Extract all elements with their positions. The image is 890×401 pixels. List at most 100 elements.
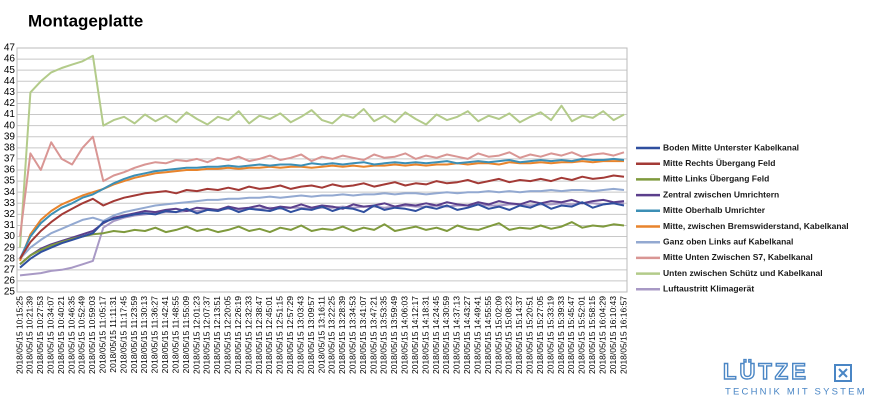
x-tick-label: 2018/05/15 14:37:13 <box>452 296 462 374</box>
legend-label: Mitte Rechts Übergang Feld <box>663 158 775 168</box>
x-tick-label: 2018/05/15 12:57:29 <box>285 296 295 374</box>
x-tick-label: 2018/05/15 10:21:39 <box>25 296 35 374</box>
y-tick-label: 26 <box>4 276 16 287</box>
x-tick-label: 2018/05/15 16:16:57 <box>618 296 628 374</box>
y-tick-label: 39 <box>4 131 16 142</box>
y-tick-label: 36 <box>4 165 16 176</box>
x-tick-label: 2018/05/15 12:45:01 <box>264 296 274 374</box>
x-tick-label: 2018/05/15 11:42:41 <box>160 296 170 374</box>
x-tick-label: 2018/05/15 15:45:47 <box>566 296 576 374</box>
x-tick-label: 2018/05/15 13:53:35 <box>379 296 389 374</box>
x-tick-label: 2018/05/15 10:59:03 <box>87 296 97 374</box>
y-tick-label: 46 <box>4 54 16 65</box>
x-tick-label: 2018/05/15 14:43:27 <box>462 296 472 374</box>
y-tick-label: 40 <box>4 120 16 131</box>
y-tick-label: 25 <box>4 287 16 298</box>
series-line <box>19 202 624 277</box>
legend-label: Mitte Unten Zwischen S7, Kabelkanal <box>663 252 813 262</box>
x-tick-label: 2018/05/15 11:36:27 <box>150 296 160 374</box>
y-tick-label: 42 <box>4 98 16 109</box>
x-tick-label: 2018/05/15 13:22:25 <box>327 296 337 374</box>
legend-label: Luftaustritt Klimagerät <box>663 284 754 294</box>
series-line <box>19 198 625 266</box>
x-tick-label: 2018/05/15 11:55:09 <box>181 296 191 374</box>
x-tick-label: 2018/05/15 15:39:33 <box>556 296 566 374</box>
y-tick-label: 47 <box>4 43 16 54</box>
x-tick-label: 2018/05/15 14:12:17 <box>410 296 420 374</box>
series-line <box>19 221 625 266</box>
x-tick-label: 2018/05/15 13:09:57 <box>306 296 316 374</box>
x-tick-label: 2018/05/15 12:32:33 <box>243 296 253 374</box>
legend-label: Boden Mitte Unterster Kabelkanal <box>663 142 799 152</box>
x-tick-label: 2018/05/15 14:55:55 <box>483 296 493 374</box>
x-tick-label: 2018/05/15 10:46:35 <box>66 296 76 374</box>
legend-label: Mitte Oberhalb Umrichter <box>663 205 766 215</box>
x-tick-label: 2018/05/15 12:20:05 <box>223 296 233 374</box>
series-line <box>19 54 625 248</box>
x-tick-label: 2018/05/15 13:59:49 <box>389 296 399 374</box>
series-line <box>19 201 625 269</box>
y-tick-label: 27 <box>4 264 16 275</box>
legend-label: Zentral zwischen Umrichtern <box>663 189 779 199</box>
x-tick-label: 2018/05/15 12:13:51 <box>212 296 222 374</box>
chart-title: Montageplatte <box>28 11 143 30</box>
x-tick-label: 2018/05/15 14:24:45 <box>431 296 441 374</box>
x-tick-label: 2018/05/15 12:01:23 <box>191 296 201 374</box>
x-tick-label: 2018/05/15 15:58:15 <box>587 296 597 374</box>
y-tick-label: 32 <box>4 209 16 220</box>
y-tick-label: 30 <box>4 231 16 242</box>
plot-frame <box>16 47 628 293</box>
y-tick-label: 35 <box>4 176 16 187</box>
x-tick-label: 2018/05/15 15:33:19 <box>545 296 555 374</box>
legend-label: Unten zwischen Schütz und Kabelkanal <box>663 268 823 278</box>
x-tick-label: 2018/05/15 11:30:13 <box>139 296 149 374</box>
y-tick-label: 43 <box>4 87 16 98</box>
x-tick-label: 2018/05/15 13:41:07 <box>358 296 368 374</box>
x-tick-label: 2018/05/15 11:17:45 <box>118 296 128 374</box>
legend-label: Mitte Links Übergang Feld <box>663 174 769 184</box>
x-tick-label: 2018/05/15 15:02:09 <box>493 296 503 374</box>
x-tick-label: 2018/05/15 15:27:05 <box>535 296 545 374</box>
x-tick-label: 2018/05/15 10:52:49 <box>77 296 87 374</box>
x-tick-label: 2018/05/15 14:49:41 <box>472 296 482 374</box>
x-tick-label: 2018/05/15 11:48:55 <box>170 296 180 374</box>
series-line <box>19 135 625 237</box>
y-tick-label: 38 <box>4 142 16 153</box>
y-tick-label: 37 <box>4 154 16 165</box>
x-tick-label: 2018/05/15 12:38:47 <box>254 296 264 374</box>
logo-icon-mark <box>838 368 848 378</box>
y-tick-label: 41 <box>4 109 16 120</box>
y-tick-label: 44 <box>4 76 16 87</box>
legend-label: Mitte, zwischen Bremswiderstand, Kabelka… <box>663 221 849 231</box>
y-tick-label: 33 <box>4 198 16 209</box>
x-tick-label: 2018/05/15 13:47:21 <box>368 296 378 374</box>
x-tick-label: 2018/05/15 15:08:23 <box>504 296 514 374</box>
x-tick-label: 2018/05/15 16:10:43 <box>608 296 618 374</box>
y-tick-label: 34 <box>4 187 16 198</box>
x-tick-label: 2018/05/15 10:27:53 <box>35 296 45 374</box>
logo-name: LÜTZE <box>723 359 809 384</box>
series-line <box>19 157 625 260</box>
x-tick-label: 2018/05/15 11:23:59 <box>129 296 139 374</box>
logo-tagline: TECHNIK MIT SYSTEM <box>725 387 867 398</box>
x-tick-label: 2018/05/15 12:51:15 <box>275 296 285 374</box>
x-tick-label: 2018/05/15 10:15:25 <box>14 296 24 374</box>
y-tick-label: 45 <box>4 65 16 76</box>
x-tick-label: 2018/05/15 10:34:07 <box>45 296 55 374</box>
logo: LÜTZE TECHNIK MIT SYSTEM <box>722 358 867 398</box>
x-tick-label: 2018/05/15 13:28:39 <box>337 296 347 374</box>
series-line <box>19 174 625 260</box>
x-tick-label: 2018/05/15 14:18:31 <box>420 296 430 374</box>
x-tick-label: 2018/05/15 13:03:43 <box>295 296 305 374</box>
series-line <box>19 187 625 260</box>
x-tick-label: 2018/05/15 12:07:37 <box>202 296 212 374</box>
x-tick-label: 2018/05/15 13:34:53 <box>347 296 357 374</box>
x-tick-label: 2018/05/15 12:26:19 <box>233 296 243 374</box>
x-tick-label: 2018/05/15 15:52:01 <box>577 296 587 374</box>
y-tick-label: 29 <box>4 242 16 253</box>
x-tick-label: 2018/05/15 11:11:31 <box>108 296 118 373</box>
x-tick-label: 2018/05/15 10:40:21 <box>56 296 66 374</box>
x-tick-label: 2018/05/15 11:05:17 <box>98 296 108 374</box>
x-tick-label: 2018/05/15 14:06:03 <box>400 296 410 374</box>
